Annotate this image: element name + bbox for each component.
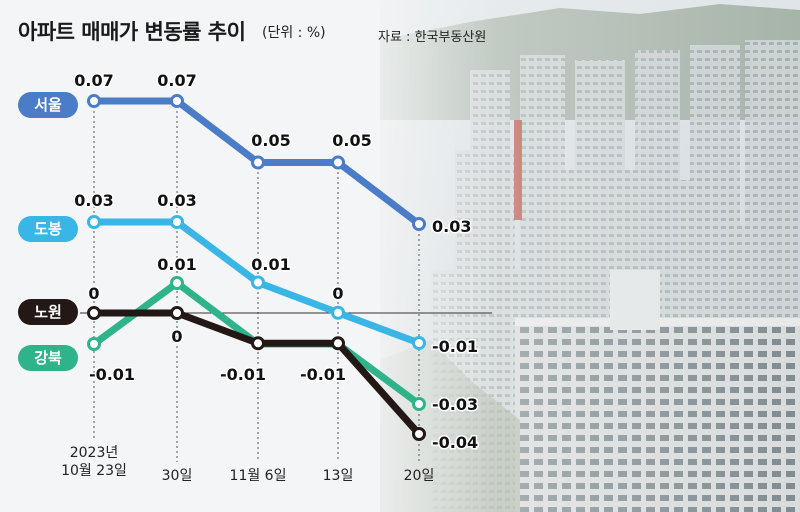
data-point-nowon <box>251 336 265 351</box>
x-label-1: 2023년 10월 23일 <box>61 445 127 479</box>
data-label-nowon: -0.01 <box>300 365 346 384</box>
data-label-seoul: 0.03 <box>432 217 471 236</box>
data-point-nowon <box>170 306 184 320</box>
data-point-dobong <box>412 336 426 350</box>
data-point-dobong <box>251 275 265 290</box>
data-point-dobong <box>170 215 184 229</box>
legend-seoul: 서울 <box>18 92 78 118</box>
source-label: 자료 : 한국부동산원 <box>378 30 487 45</box>
data-point-gangbuk <box>87 337 101 351</box>
data-point-dobong <box>331 305 345 320</box>
legend-dobong: 도봉 <box>18 216 78 242</box>
data-label-dobong: 0.03 <box>74 191 113 210</box>
data-point-nowon <box>412 427 426 441</box>
data-label-gangbuk: -0.01 <box>89 365 135 384</box>
data-label-nowon: 0 <box>88 284 99 303</box>
legend-gangbuk: 강북 <box>18 345 78 371</box>
data-label-seoul: 0.07 <box>74 71 113 90</box>
data-point-seoul <box>412 217 426 231</box>
legend-nowon: 노원 <box>18 299 78 325</box>
data-point-gangbuk <box>412 397 426 411</box>
x-label-4: 13일 <box>322 468 354 484</box>
data-label-gangbuk: 0.01 <box>157 255 196 274</box>
data-label-seoul: 0.05 <box>332 131 371 150</box>
data-point-seoul <box>87 94 101 108</box>
data-point-seoul <box>251 155 265 170</box>
x-label-2: 30일 <box>161 468 193 484</box>
data-label-nowon: 0 <box>171 327 182 346</box>
x-label-5: 20일 <box>403 468 435 484</box>
data-point-gangbuk <box>170 276 184 290</box>
data-label-gangbuk: -0.03 <box>432 395 478 414</box>
data-label-nowon: -0.01 <box>220 365 266 384</box>
unit-label: (단위 : %) <box>262 25 326 41</box>
chart-title: 아파트 매매가 변동률 추이 <box>18 20 246 44</box>
data-label-nowon: -0.04 <box>432 433 478 452</box>
data-point-seoul <box>170 94 184 108</box>
data-point-dobong <box>87 215 101 229</box>
data-point-nowon <box>87 306 101 320</box>
data-label-dobong: 0 <box>332 284 343 303</box>
data-label-seoul: 0.05 <box>251 131 290 150</box>
data-label-dobong: 0.01 <box>251 255 290 274</box>
x-label-3: 11월 6일 <box>229 468 287 484</box>
data-label-dobong: 0.03 <box>157 191 196 210</box>
data-point-nowon <box>331 336 345 351</box>
data-point-seoul <box>331 155 345 170</box>
data-label-seoul: 0.07 <box>157 71 196 90</box>
data-label-dobong: -0.01 <box>432 337 478 356</box>
